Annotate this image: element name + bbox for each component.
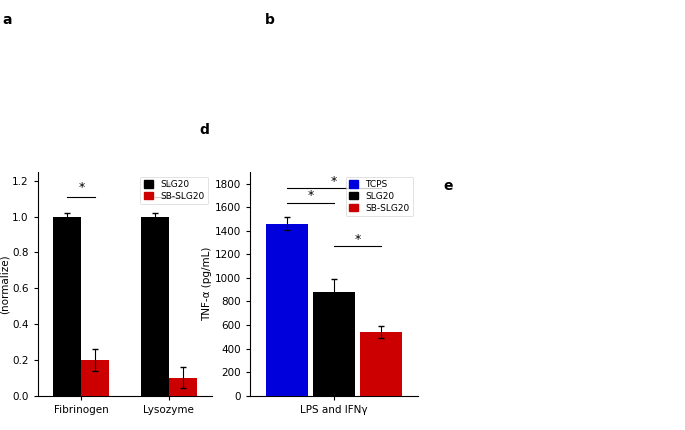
Text: *: * [78,181,84,194]
Bar [140,217,169,396]
Text: e: e [444,179,453,193]
Text: a: a [3,13,12,27]
Text: *: * [331,175,337,188]
Text: d: d [200,123,210,137]
Text: *: * [307,189,314,202]
Text: *: * [354,233,361,246]
Text: b: b [264,13,275,27]
Text: *: * [166,181,172,194]
Bar [313,292,355,396]
Bar [169,378,197,396]
Legend: SLG20, SB-SLG20: SLG20, SB-SLG20 [140,176,208,204]
Y-axis label: TNF-α (pg/mL): TNF-α (pg/mL) [202,247,212,321]
Bar [82,360,110,396]
Y-axis label: Relative fluorescence intensity
(normalize): Relative fluorescence intensity (normali… [0,203,9,364]
Bar [53,217,82,396]
Legend: TCPS, SLG20, SB-SLG20: TCPS, SLG20, SB-SLG20 [346,176,413,216]
Bar [266,224,308,396]
Bar [360,332,402,396]
